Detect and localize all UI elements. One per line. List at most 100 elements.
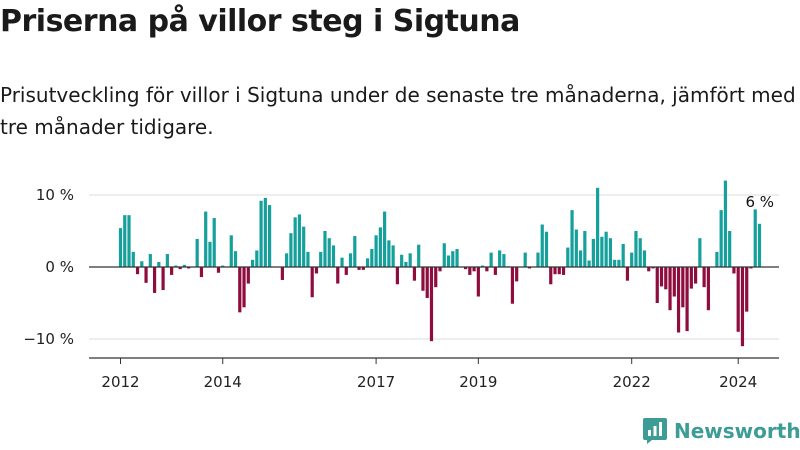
bar — [536, 252, 540, 267]
bar — [195, 238, 199, 267]
x-tick-label: 2024 — [719, 373, 757, 391]
chart-title: Priserna på villor steg i Sigtuna — [0, 4, 520, 39]
bar — [736, 267, 740, 332]
bar — [625, 267, 630, 281]
bar — [706, 267, 710, 311]
bar — [297, 214, 302, 267]
bar — [596, 187, 600, 267]
gridlines — [89, 194, 779, 340]
bar — [510, 267, 515, 304]
bar — [638, 238, 642, 267]
newsworthy-wordmark: Newsworthy — [674, 419, 800, 443]
bar — [404, 261, 408, 267]
newsworthy-logo[interactable]: Newsworthy — [643, 418, 800, 444]
bar — [310, 267, 314, 298]
bar — [148, 254, 152, 267]
bar — [476, 267, 480, 297]
bar — [293, 217, 297, 267]
bar — [152, 267, 157, 293]
bar — [753, 209, 757, 267]
bar — [438, 267, 442, 272]
bar — [268, 205, 272, 267]
bar — [170, 267, 174, 275]
bar — [728, 231, 732, 267]
bar — [140, 261, 144, 267]
bar — [608, 238, 612, 267]
bar — [135, 267, 140, 275]
bar — [570, 210, 574, 267]
bar — [694, 267, 698, 284]
bar — [583, 231, 587, 267]
bar — [578, 250, 583, 267]
bar — [455, 249, 459, 267]
bar — [178, 267, 182, 270]
bar — [238, 267, 242, 313]
x-tick-label: 2012 — [101, 373, 139, 391]
bar — [331, 245, 336, 267]
bar — [327, 238, 331, 267]
bar — [468, 267, 472, 275]
bar — [715, 251, 719, 267]
bar — [655, 267, 659, 303]
bar — [383, 211, 387, 267]
bar — [502, 254, 506, 267]
bar — [472, 267, 476, 272]
bar — [740, 267, 745, 347]
bar — [144, 267, 148, 283]
bar — [434, 267, 438, 288]
bar — [745, 267, 749, 312]
bar — [523, 252, 527, 267]
bar — [374, 235, 378, 267]
bar — [544, 231, 549, 267]
y-tick-label: 0 % — [45, 258, 74, 276]
bar — [672, 267, 676, 297]
bar — [412, 267, 417, 281]
bar — [357, 267, 361, 270]
bar — [259, 200, 263, 267]
bar — [651, 267, 655, 269]
bar — [446, 255, 451, 267]
bar — [221, 265, 225, 267]
bar — [732, 267, 736, 274]
bar — [664, 267, 668, 290]
chart-subtitle: Prisutveckling för villor i Sigtuna unde… — [0, 83, 796, 139]
bars — [118, 180, 762, 347]
bar — [280, 267, 284, 280]
bar — [689, 267, 693, 289]
bar — [723, 180, 728, 267]
bar — [323, 231, 327, 267]
y-tick-label: 10 % — [36, 186, 74, 204]
x-tick-label: 2022 — [613, 373, 651, 391]
bar — [161, 267, 165, 291]
bar — [229, 235, 233, 267]
bar — [127, 215, 131, 267]
bar — [604, 231, 608, 267]
bar — [630, 252, 634, 267]
bar — [489, 252, 493, 267]
bar — [498, 250, 502, 267]
bar — [749, 267, 753, 269]
bar — [165, 254, 169, 267]
bar — [387, 240, 391, 267]
bar — [199, 267, 204, 278]
bar — [702, 267, 706, 288]
bar — [587, 260, 591, 267]
bar — [451, 251, 455, 267]
x-tick-label: 2019 — [459, 373, 497, 391]
bar — [212, 218, 216, 267]
bar — [549, 267, 553, 285]
bar — [285, 253, 289, 267]
bar — [421, 267, 425, 291]
bar — [118, 228, 123, 267]
bar — [668, 267, 672, 311]
bar — [336, 267, 340, 284]
newsworthy-icon — [643, 418, 667, 444]
bar — [174, 265, 178, 267]
bar — [344, 267, 348, 275]
bar — [425, 267, 429, 298]
bar — [263, 197, 267, 267]
bar — [306, 251, 310, 267]
bar — [634, 231, 638, 267]
axes — [89, 266, 779, 359]
bar — [429, 267, 434, 342]
